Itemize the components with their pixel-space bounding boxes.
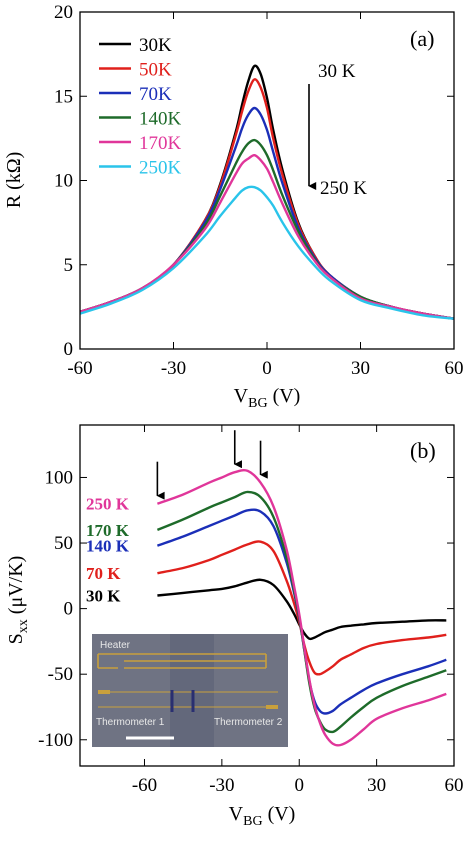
panel-b-ticks: -60 -30 0 30 60 -100 -50 0 50 100 — [38, 425, 464, 796]
panel-b-series-line-250k — [157, 469, 447, 747]
panel-b-y-tick-label: -100 — [38, 730, 73, 751]
series-label-170k: 170 K — [86, 521, 130, 540]
inset-device-image: Heater Thermometer 1 Thermometer 2 — [92, 634, 288, 747]
legend-label-70k: 70K — [139, 84, 172, 105]
panel-b-plot-frame — [79, 424, 455, 767]
panel-a-y-axis-label: R (kΩ) — [3, 152, 25, 209]
panel-b-y-tick-label: -50 — [48, 664, 73, 685]
panel-a-label: (a) — [410, 26, 434, 51]
panel-b-y-tick-label: 100 — [45, 467, 74, 488]
legend-label-250k: 250K — [139, 158, 182, 179]
panel-a-series-line-70k — [79, 106, 455, 320]
panel-a-y-tick-label: 5 — [64, 255, 74, 276]
panel-a-y-tick-label: 0 — [64, 339, 74, 360]
inset-thermometer-2-label: Thermometer 2 — [214, 717, 283, 728]
legend-label-140k: 140K — [139, 109, 182, 130]
panel-b-x-tick-label: 30 — [367, 775, 386, 796]
panel-b-thermopower-chart: Heater Thermometer 1 Thermometer 2 -60 -3… — [5, 424, 464, 829]
panel-a-arrow-bottom-label: 250 K — [320, 178, 367, 199]
panel-a-y-tick-label: 15 — [54, 86, 73, 107]
inset-thermometer-1-label: Thermometer 1 — [96, 717, 165, 728]
panel-a-x-axis-label: VBG (V) — [234, 385, 301, 411]
panel-a-x-tick-label: 0 — [262, 358, 272, 379]
panel-a-x-tick-label: -60 — [67, 358, 92, 379]
panel-b-x-axis-label: VBG (V) — [229, 803, 296, 829]
panel-a-arrow-top-label: 30 K — [318, 61, 356, 82]
legend-label-170k: 170K — [139, 133, 182, 154]
panel-a-y-tick-label: 10 — [54, 171, 73, 192]
panel-b-x-tick-label: 60 — [445, 775, 464, 796]
panel-a-x-tick-label: -30 — [161, 358, 186, 379]
panel-b-label: (b) — [410, 438, 436, 463]
panel-b-y-tick-label: 50 — [54, 533, 73, 554]
panel-b-series-line-70k — [157, 540, 447, 676]
panel-b-x-tick-label: 0 — [294, 775, 304, 796]
series-label-250k: 250 K — [86, 495, 130, 514]
panel-b-x-tick-label: -30 — [209, 775, 234, 796]
panel-a-resistance-chart: -60 -30 0 30 60 0 5 10 15 20 (a) 30K 50K 70K 140K 170… — [3, 2, 464, 411]
panel-a-ticks: -60 -30 0 30 60 0 5 10 15 20 — [54, 2, 464, 379]
panel-a-series-line-250k — [79, 185, 455, 320]
panel-b-x-tick-label: -60 — [132, 775, 157, 796]
panel-a-x-tick-label: 60 — [445, 358, 464, 379]
legend-label-50k: 50K — [139, 60, 172, 81]
panel-b-series-line-30k — [157, 578, 447, 641]
panel-a-x-tick-label: 30 — [351, 358, 370, 379]
panel-b-y-axis-label: Sxx (μV/K) — [5, 556, 31, 645]
panel-b-y-tick-label: 0 — [64, 599, 74, 620]
panel-a-series-line-170k — [79, 153, 455, 320]
panel-a-curves — [79, 64, 455, 320]
panel-b-arrows — [156, 430, 268, 500]
panel-a-y-tick-label: 20 — [54, 2, 73, 23]
series-label-70k: 70 K — [86, 564, 121, 583]
panel-a-plot-frame — [79, 11, 455, 350]
series-label-30k: 30 K — [86, 587, 121, 606]
inset-heater-label: Heater — [100, 640, 131, 651]
series-label-140k: 140 K — [86, 537, 130, 556]
legend-label-30k: 30K — [139, 35, 172, 56]
panel-b-curves — [156, 469, 447, 747]
panel-a-legend: 30K 50K 70K 140K 170K 250K — [99, 35, 182, 179]
